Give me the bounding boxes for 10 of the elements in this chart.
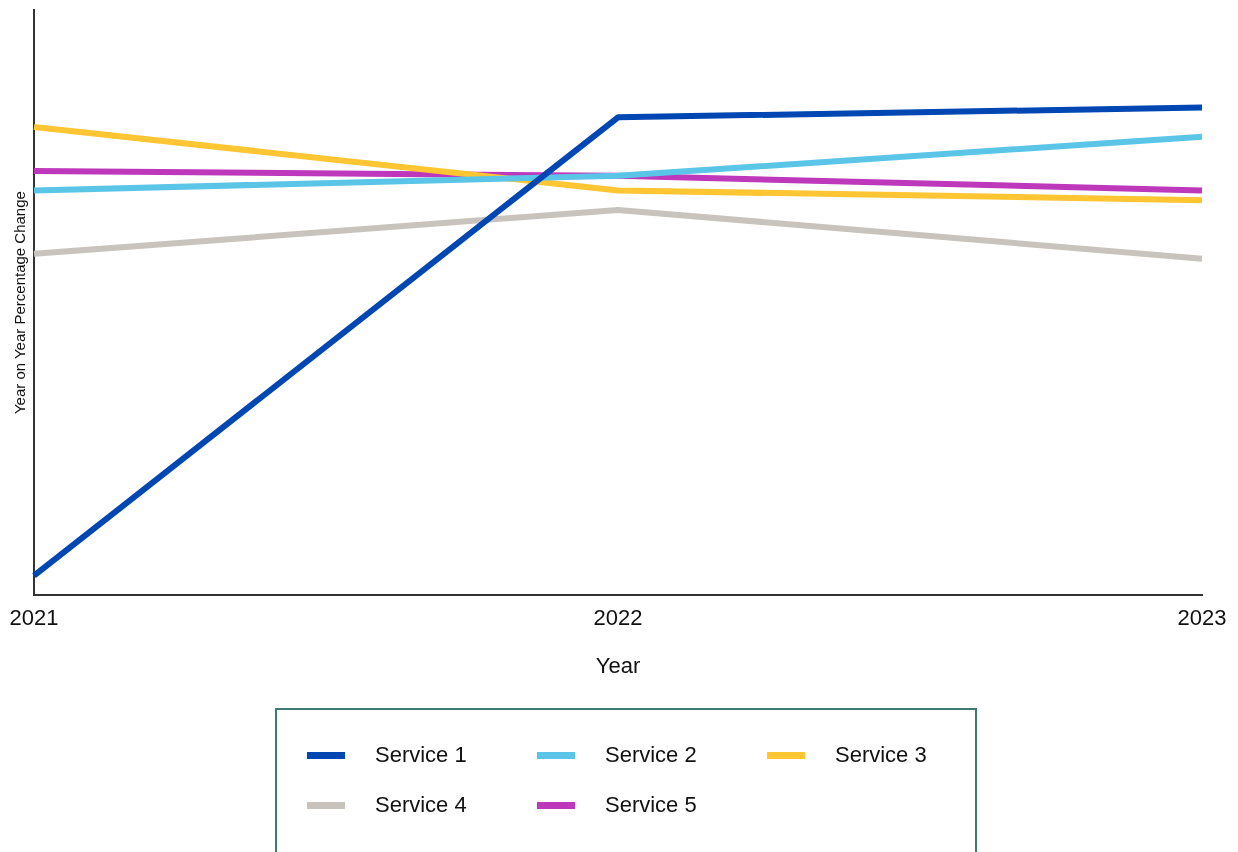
- legend-label: Service 2: [605, 742, 697, 768]
- x-axis-title: Year: [595, 652, 641, 678]
- y-axis-title: Year on Year Percentage Change: [11, 191, 29, 415]
- x-tick-label: 2022: [593, 605, 643, 631]
- x-tick-label: 2023: [1177, 605, 1227, 631]
- legend-label: Service 5: [605, 792, 697, 818]
- legend-label: Service 4: [375, 792, 467, 818]
- x-tick-label: 2021: [9, 605, 59, 631]
- legend-label: Service 3: [835, 742, 927, 768]
- legend-label: Service 1: [375, 742, 467, 768]
